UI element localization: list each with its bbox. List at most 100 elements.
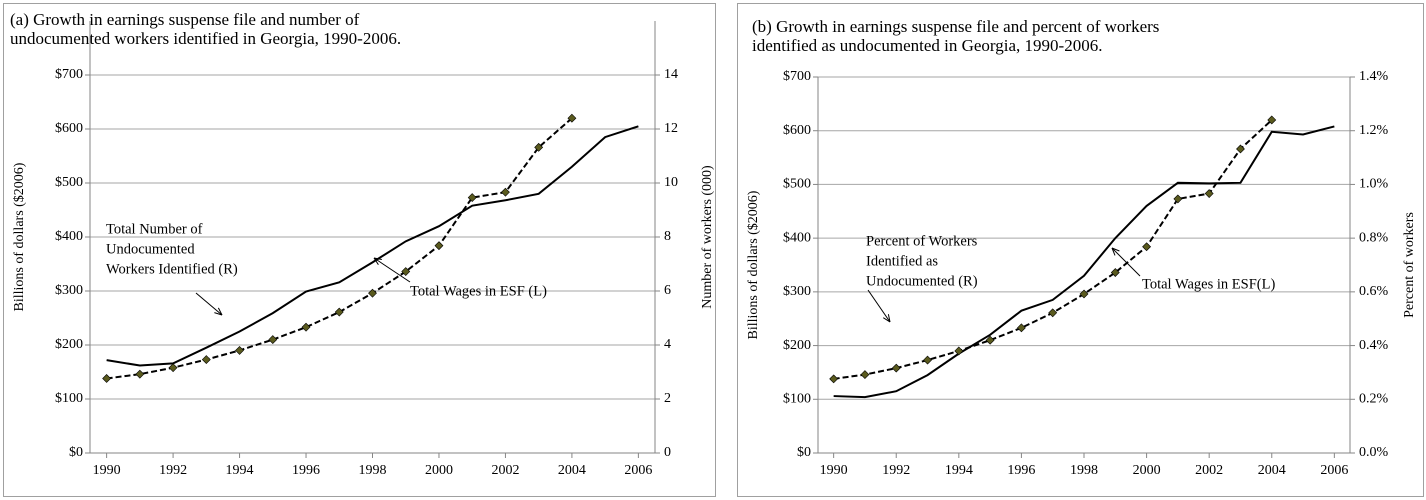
y2-axis-title: Number of workers (000) xyxy=(700,165,715,309)
y-axis-title: Billions of dollars ($2006) xyxy=(746,190,761,339)
series-annotation: Percent of Workers xyxy=(866,233,978,249)
point xyxy=(368,288,377,298)
y2-tick-label: 10 xyxy=(664,175,678,190)
x-tick-label: 1998 xyxy=(1070,463,1098,478)
y2-axis-title: Percent of workers xyxy=(1402,212,1417,318)
series-annotation: Total Wages in ESF(L) xyxy=(1142,276,1275,292)
point xyxy=(235,345,244,355)
point xyxy=(534,142,544,152)
point xyxy=(985,335,995,345)
point xyxy=(1079,289,1089,299)
series-annotation: Total Number of xyxy=(106,221,203,237)
y-tick-label: $0 xyxy=(797,445,811,460)
x-tick-label: 1992 xyxy=(882,463,910,478)
series-annotation: Undocumented xyxy=(106,241,195,257)
y2-tick-label: 2 xyxy=(664,391,671,406)
chart-title: (b) Growth in earnings suspense file and… xyxy=(752,17,1159,36)
y2-tick-label: 0.4% xyxy=(1359,338,1389,353)
y-tick-label: $200 xyxy=(55,337,83,352)
annotation-arrowhead xyxy=(373,257,382,265)
x-tick-label: 1996 xyxy=(292,463,320,478)
series-annotation: Total Wages in ESF (L) xyxy=(410,283,547,299)
series-line xyxy=(833,125,1335,399)
annotation-arrowhead xyxy=(882,314,891,323)
y2-tick-label: 0 xyxy=(664,445,671,460)
annotation-arrow xyxy=(867,289,891,323)
x-tick-label: 1990 xyxy=(93,463,121,478)
x-tick-label: 1990 xyxy=(820,463,848,478)
point xyxy=(1142,242,1152,252)
point xyxy=(401,267,411,276)
y2-tick-label: 0.0% xyxy=(1359,445,1389,460)
y-tick-label: $600 xyxy=(55,121,83,136)
point xyxy=(1236,144,1245,154)
y-tick-label: $0 xyxy=(69,445,83,460)
y2-tick-label: 1.2% xyxy=(1359,123,1389,138)
point xyxy=(1173,194,1183,204)
point xyxy=(334,307,344,317)
x-tick-label: 2002 xyxy=(1195,463,1223,478)
point xyxy=(923,355,932,365)
y2-tick-label: 1.0% xyxy=(1359,177,1389,192)
y-tick-label: $600 xyxy=(783,123,811,138)
y-tick-label: $100 xyxy=(783,392,811,407)
point xyxy=(434,241,444,251)
x-tick-label: 2000 xyxy=(1133,463,1161,478)
y-tick-label: $400 xyxy=(783,230,811,245)
point xyxy=(1016,323,1026,333)
y-axis-title: Billions of dollars ($2006) xyxy=(12,162,27,311)
y2-tick-label: 12 xyxy=(664,121,678,136)
y-tick-label: $700 xyxy=(783,69,811,84)
point xyxy=(501,187,510,197)
x-tick-label: 2004 xyxy=(558,463,586,478)
y2-tick-label: 4 xyxy=(664,337,671,352)
x-tick-label: 2004 xyxy=(1258,463,1286,478)
y2-tick-label: 0.8% xyxy=(1359,230,1389,245)
y-tick-label: $500 xyxy=(55,175,83,190)
series-annotation: Workers Identified (R) xyxy=(106,261,238,277)
annotation-arrowhead xyxy=(1111,247,1120,256)
point xyxy=(1110,268,1120,277)
x-tick-label: 1994 xyxy=(226,463,254,478)
y2-tick-label: 0.2% xyxy=(1359,392,1389,407)
x-tick-label: 1994 xyxy=(945,463,973,478)
y-tick-label: $400 xyxy=(55,229,83,244)
y2-tick-label: 1.4% xyxy=(1359,69,1389,84)
point xyxy=(1048,308,1058,318)
series-annotation: Undocumented (R) xyxy=(866,273,978,289)
x-tick-label: 2006 xyxy=(624,463,652,478)
chart-title: identified as undocumented in Georgia, 1… xyxy=(752,36,1102,55)
y-tick-label: $200 xyxy=(783,338,811,353)
point xyxy=(860,370,870,380)
annotation-arrowhead xyxy=(214,307,223,316)
point xyxy=(891,363,901,373)
point xyxy=(829,374,839,384)
y-tick-label: $300 xyxy=(783,284,811,299)
y2-tick-label: 6 xyxy=(664,283,671,298)
y-tick-label: $100 xyxy=(55,391,83,406)
point xyxy=(135,369,145,379)
point xyxy=(1204,189,1214,198)
annotation-arrow xyxy=(195,292,223,316)
point xyxy=(201,355,211,365)
point xyxy=(467,193,477,203)
x-tick-label: 1998 xyxy=(359,463,387,478)
y-tick-label: $300 xyxy=(55,283,83,298)
x-tick-label: 2002 xyxy=(491,463,519,478)
point xyxy=(102,374,112,383)
y2-tick-label: 8 xyxy=(664,229,671,244)
x-tick-label: 1992 xyxy=(159,463,187,478)
annotation-arrow xyxy=(373,257,411,283)
x-tick-label: 2000 xyxy=(425,463,453,478)
x-tick-label: 2006 xyxy=(1320,463,1348,478)
chart-title: undocumented workers identified in Georg… xyxy=(10,29,401,48)
y-tick-label: $500 xyxy=(783,177,811,192)
point xyxy=(268,335,278,345)
point xyxy=(954,346,964,356)
point xyxy=(567,113,577,123)
point xyxy=(1267,115,1277,125)
panel-frame xyxy=(3,3,716,497)
x-tick-label: 1996 xyxy=(1007,463,1035,478)
